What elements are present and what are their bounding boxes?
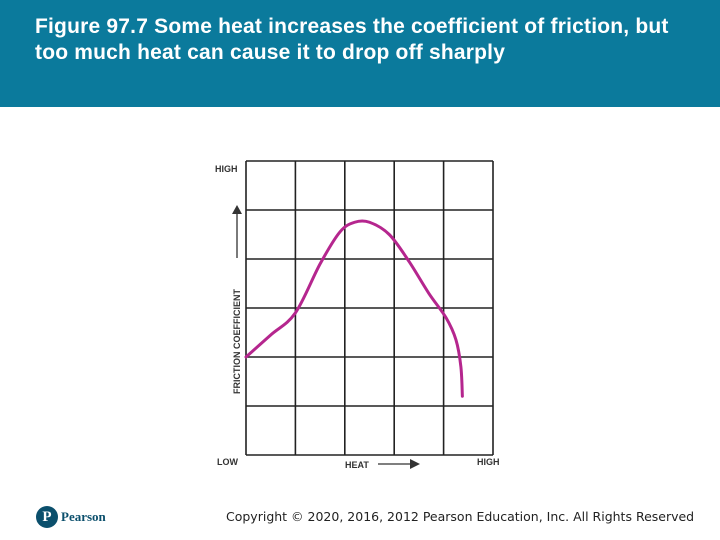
chart-grid [245,160,494,456]
pearson-logo-text: Pearson [61,509,106,524]
y-high-label: HIGH [215,164,238,174]
chart-axes: HIGH LOW HIGH HEAT FRICTION COEFFICIENT [215,164,500,470]
pearson-logo-icon: P [36,506,58,528]
x-axis-arrowhead [410,459,420,469]
x-high-label: HIGH [477,457,500,467]
x-low-label: LOW [217,457,238,467]
chart-series [244,219,464,398]
x-axis-label: HEAT [345,460,369,470]
title-banner: Figure 97.7 Some heat increases the coef… [0,0,720,107]
y-axis-arrowhead [232,205,242,214]
y-axis-label: FRICTION COEFFICIENT [232,289,242,394]
series-line [244,219,464,398]
pearson-logo: P Pearson [36,506,106,528]
slide-title: Figure 97.7 Some heat increases the coef… [35,15,669,64]
copyright-notice: Copyright © 2020, 2016, 2012 Pearson Edu… [226,509,695,524]
